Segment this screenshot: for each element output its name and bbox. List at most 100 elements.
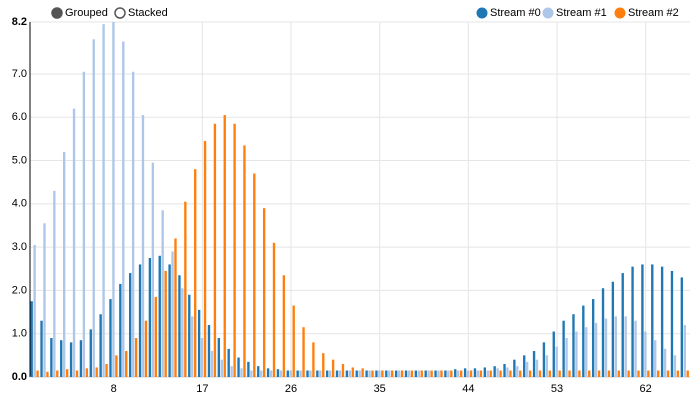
bar — [188, 294, 191, 377]
bar — [213, 123, 217, 377]
bar — [296, 370, 299, 377]
bar — [391, 370, 394, 377]
bar — [617, 370, 620, 377]
legend-label[interactable]: Stream #0 — [490, 7, 541, 19]
bar — [545, 355, 549, 377]
bar — [43, 223, 46, 377]
bar — [191, 316, 194, 377]
control-marker[interactable] — [51, 7, 63, 19]
bar — [430, 370, 433, 377]
bar — [148, 257, 152, 377]
bar — [341, 364, 345, 377]
bar — [516, 366, 519, 377]
legend-label[interactable]: Stream #1 — [556, 7, 607, 19]
bar — [394, 370, 398, 377]
control-label[interactable]: Stacked — [128, 7, 168, 19]
bar — [276, 369, 280, 377]
bar — [459, 370, 463, 377]
bar — [414, 370, 418, 377]
bar — [102, 24, 105, 377]
bar — [483, 367, 486, 377]
bar — [151, 162, 155, 377]
bar — [250, 370, 253, 377]
y-tick-label: 1.0 — [12, 328, 27, 340]
bar — [447, 370, 450, 377]
bar — [437, 370, 440, 377]
bar — [548, 370, 552, 377]
bar — [503, 364, 506, 377]
bar — [138, 264, 142, 377]
bar — [131, 71, 135, 377]
bar — [670, 270, 674, 377]
bar — [479, 370, 483, 377]
control-label[interactable]: Grouped — [65, 7, 108, 19]
control-marker[interactable] — [114, 7, 126, 19]
bar — [33, 244, 36, 377]
bar — [489, 370, 492, 377]
bar — [227, 348, 230, 377]
bar — [496, 368, 499, 377]
bar — [375, 370, 378, 377]
bar — [122, 41, 125, 377]
bar — [469, 370, 473, 377]
bar — [331, 359, 335, 377]
bar — [578, 370, 581, 377]
bar — [637, 370, 640, 377]
bar — [292, 305, 295, 377]
legend-marker[interactable] — [476, 7, 488, 19]
bar — [440, 370, 443, 377]
bar — [210, 351, 214, 377]
bar — [63, 151, 66, 377]
bar — [260, 370, 263, 377]
bar — [272, 242, 276, 377]
bar — [594, 322, 598, 377]
bar — [299, 370, 302, 377]
legend-marker[interactable] — [614, 7, 626, 19]
bar — [381, 370, 384, 377]
bar — [105, 364, 108, 377]
bar — [444, 370, 447, 377]
bar — [89, 329, 92, 377]
bar — [194, 169, 197, 377]
bar — [624, 316, 627, 377]
bar — [424, 370, 427, 377]
bar — [355, 370, 358, 377]
bar — [223, 115, 226, 377]
bar — [181, 288, 184, 377]
bar — [92, 39, 95, 377]
x-tick-label: 35 — [374, 383, 386, 395]
bar — [326, 370, 329, 377]
bar — [538, 370, 542, 377]
bar — [572, 314, 575, 377]
bar — [397, 370, 401, 377]
bar — [454, 369, 457, 377]
bar — [164, 270, 167, 377]
bar — [565, 338, 568, 377]
bar — [302, 327, 305, 377]
bar — [345, 370, 349, 377]
y-tick-label: 6.0 — [12, 111, 27, 123]
bar — [585, 327, 588, 377]
x-tick-label: 8 — [111, 383, 117, 395]
x-tick-label: 17 — [196, 383, 208, 395]
bar — [125, 351, 128, 377]
bar — [420, 370, 423, 377]
bar — [568, 370, 571, 377]
bar — [407, 370, 411, 377]
x-tick-label: 62 — [640, 383, 652, 395]
bar — [457, 370, 460, 377]
y-tick-label: 4.0 — [12, 198, 27, 210]
bar — [486, 370, 489, 377]
bar — [417, 370, 420, 377]
bar — [266, 368, 270, 377]
legend-label[interactable]: Stream #2 — [628, 7, 679, 19]
bar — [427, 370, 430, 377]
bar — [289, 370, 292, 377]
bar — [115, 355, 118, 377]
bar — [36, 370, 39, 377]
y-tick-label: 8.2 — [12, 16, 27, 28]
bar — [79, 340, 83, 377]
legend-marker[interactable] — [542, 7, 554, 19]
